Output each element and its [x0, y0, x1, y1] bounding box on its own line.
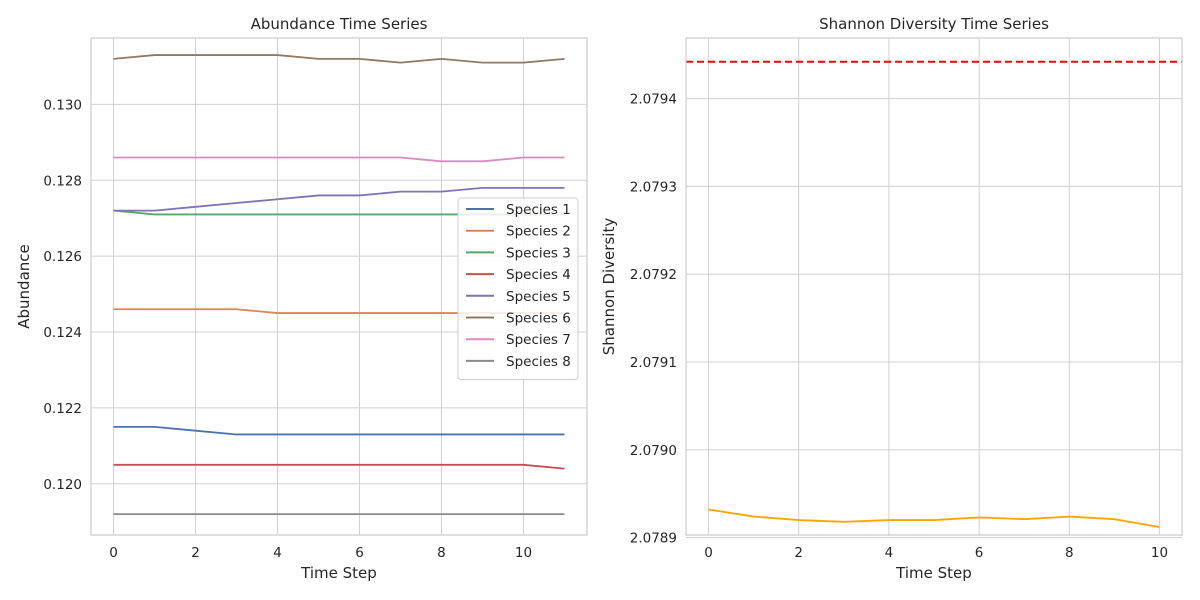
x-tick-label: 2	[794, 545, 803, 561]
legend-label: Species 4	[506, 267, 571, 283]
legend-box	[457, 197, 579, 381]
y-tick-label: 2.0792	[630, 267, 677, 283]
legend-label: Species 1	[506, 202, 571, 218]
abundance-chart: 0 2 4 6 8 10 0.120 0.122 0.124 0.126 0.128 0.130 Abu…	[15, 15, 588, 582]
y-axis-label: Abundance	[15, 244, 33, 329]
legend-label: Species 2	[506, 224, 571, 240]
y-tick-label: 2.0793	[630, 179, 677, 195]
y-tick-label: 2.0794	[630, 92, 677, 108]
series-line-shannon-diversity	[708, 508, 1160, 528]
x-tick-label: 8	[437, 545, 446, 561]
x-tick-label: 10	[1151, 545, 1168, 561]
series-line-species-6	[113, 54, 565, 64]
x-tick-label: 10	[515, 545, 532, 561]
shannon-diversity-chart: 0 2 4 6 8 10 2.0789 2.0790 2.0791 2.0792 2.0793 2.0…	[600, 15, 1183, 582]
y-tick-label: 2.0790	[630, 443, 677, 459]
x-tick-label: 4	[885, 545, 894, 561]
x-tick-label: 8	[1065, 545, 1074, 561]
y-tick-label: 0.128	[43, 173, 82, 189]
y-tick-label: 0.120	[43, 477, 82, 493]
legend-label: Species 5	[506, 289, 571, 305]
y-axis-label: Shannon Diversity	[600, 218, 618, 356]
y-tick-label: 0.122	[43, 401, 82, 417]
legend-label: Species 3	[506, 245, 571, 261]
legend-label: Species 7	[506, 332, 571, 348]
chart-title: Abundance Time Series	[251, 15, 428, 33]
x-tick-label: 6	[975, 545, 984, 561]
x-tick-label: 0	[704, 545, 713, 561]
y-tick-label: 2.0789	[630, 531, 677, 547]
x-tick-label: 0	[109, 545, 118, 561]
series-line-species-1	[113, 425, 565, 436]
y-tick-label: 2.0791	[630, 355, 677, 371]
plot-frame	[685, 37, 1183, 536]
series-line-species-4	[113, 463, 565, 470]
legend-label: Species 6	[506, 311, 571, 327]
x-axis-label: Time Step	[895, 564, 972, 582]
y-tick-label: 0.126	[43, 249, 82, 265]
x-tick-label: 4	[273, 545, 282, 561]
series-line-species-7	[113, 156, 565, 163]
legend-label: Species 8	[506, 354, 571, 370]
x-axis-label: Time Step	[300, 564, 377, 582]
y-tick-label: 0.130	[43, 97, 82, 113]
x-tick-label: 2	[191, 545, 200, 561]
x-tick-label: 6	[355, 545, 364, 561]
series-line-species-5	[113, 186, 565, 212]
plot-frame	[90, 37, 588, 536]
legend: Species 1 Species 2 Species 3 Species 4 Spec…	[457, 197, 579, 381]
y-tick-label: 0.124	[43, 325, 82, 341]
chart-title: Shannon Diversity Time Series	[819, 15, 1049, 33]
